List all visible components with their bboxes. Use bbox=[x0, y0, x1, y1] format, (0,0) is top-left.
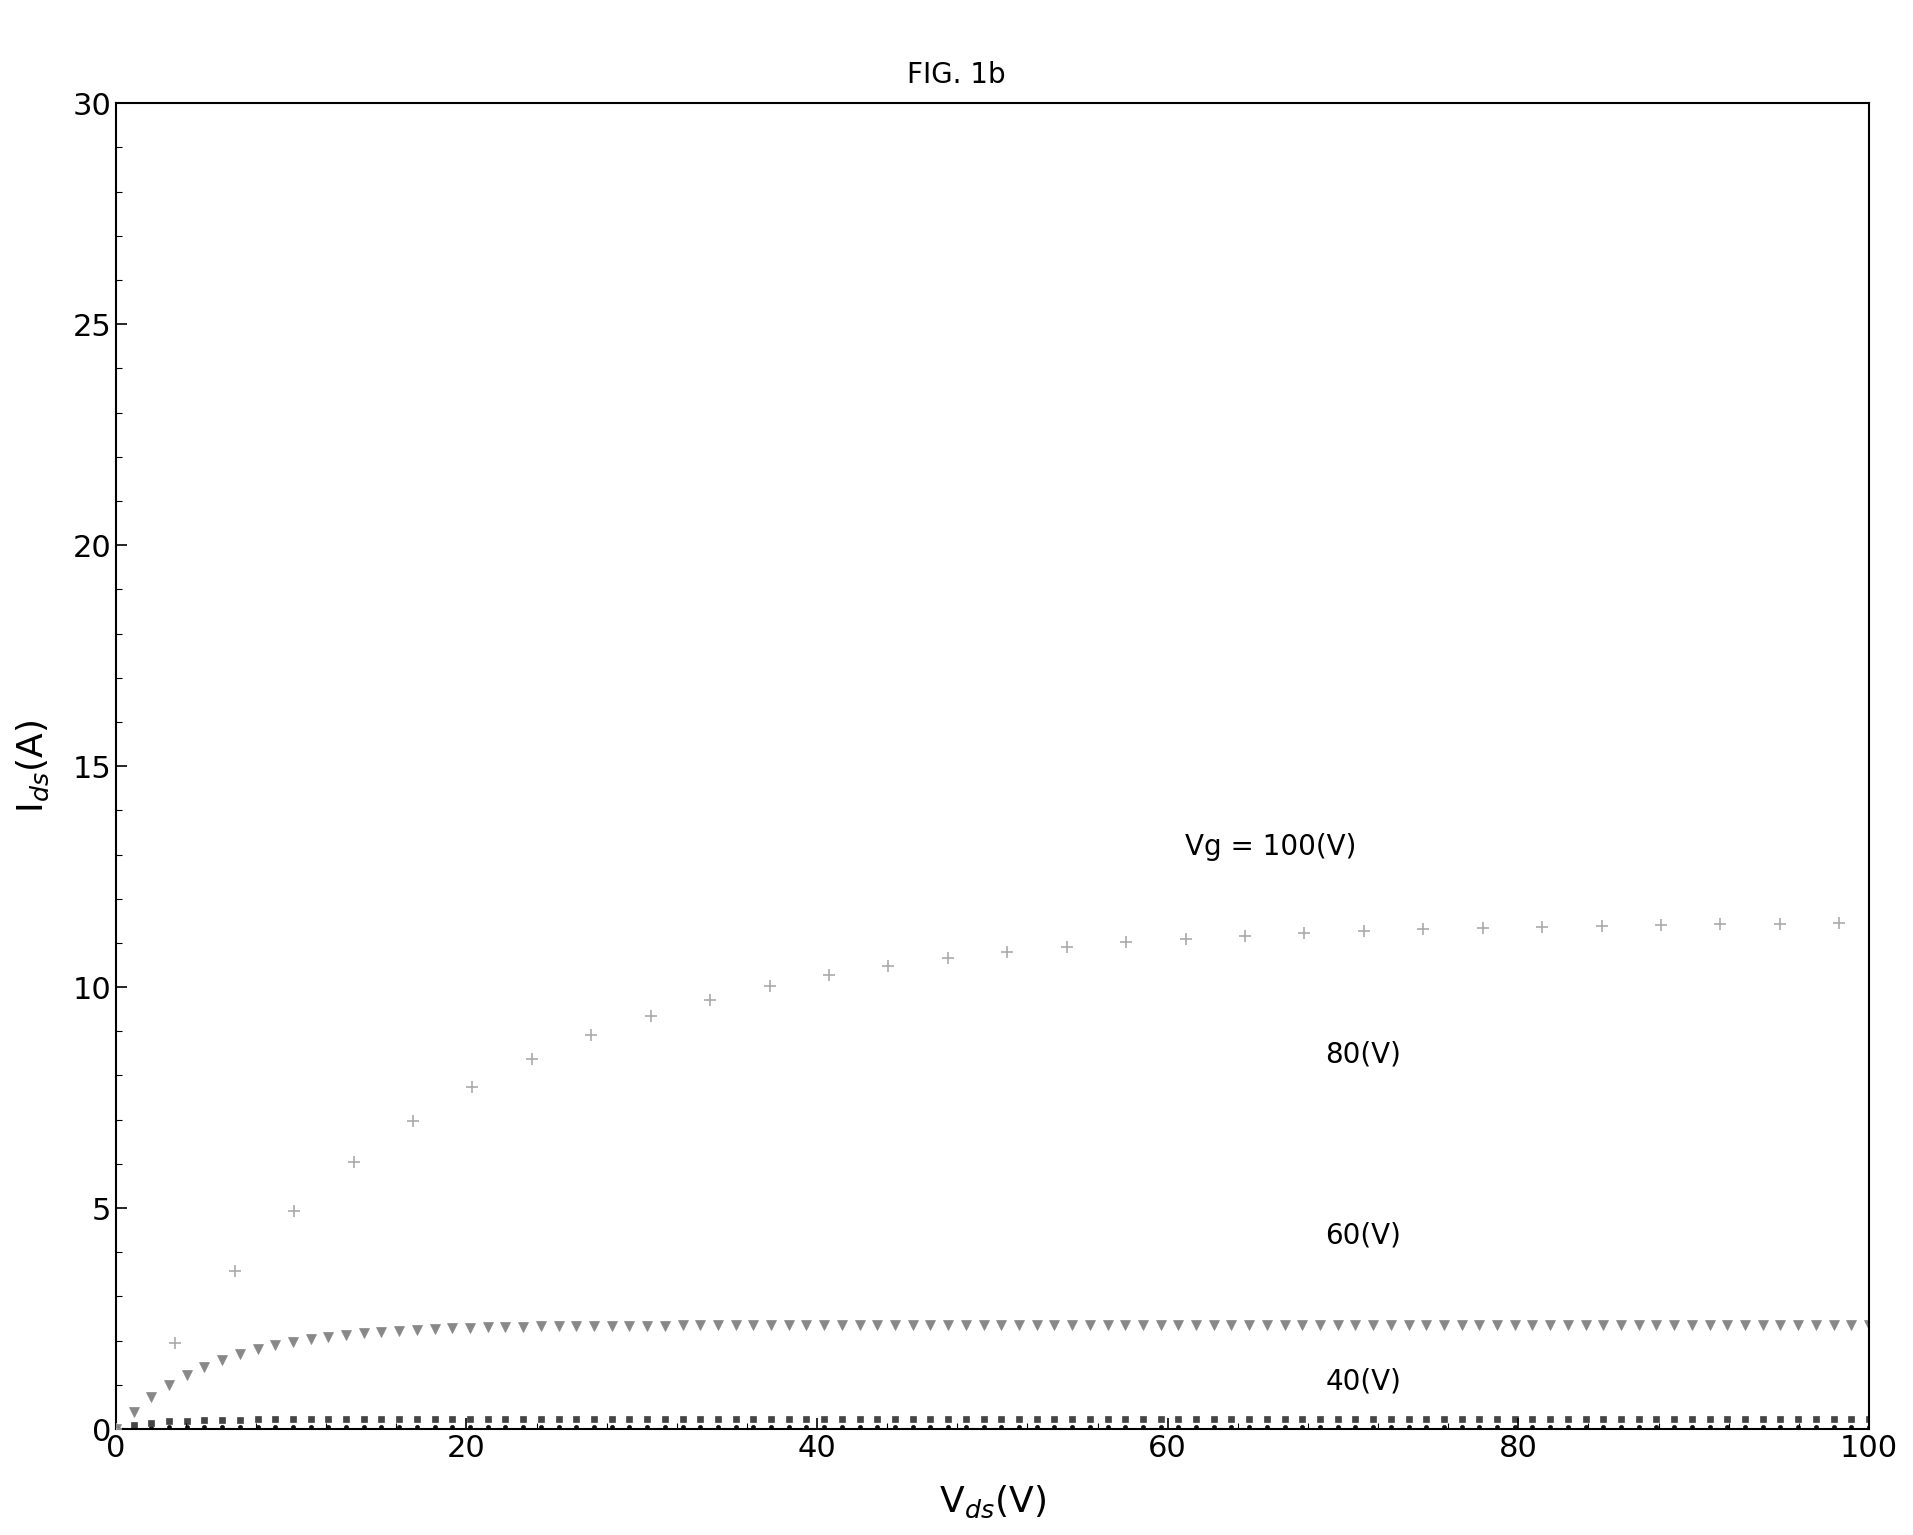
Text: 40(V): 40(V) bbox=[1326, 1368, 1402, 1395]
Text: 60(V): 60(V) bbox=[1326, 1222, 1402, 1249]
Y-axis label: I$_{ds}$(A): I$_{ds}$(A) bbox=[15, 720, 52, 812]
X-axis label: V$_{ds}$(V): V$_{ds}$(V) bbox=[939, 1484, 1046, 1520]
Text: Vg = 100(V): Vg = 100(V) bbox=[1186, 832, 1356, 861]
Text: FIG. 1b: FIG. 1b bbox=[907, 61, 1006, 89]
Text: 80(V): 80(V) bbox=[1326, 1041, 1402, 1068]
